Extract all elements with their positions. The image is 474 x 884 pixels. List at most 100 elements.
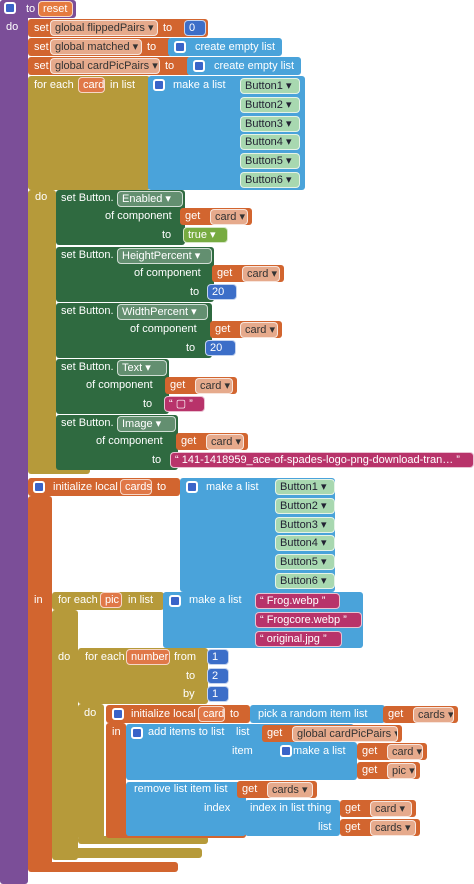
variable-dropdown: global matched ▾ — [50, 39, 142, 55]
value-block: 20 — [207, 284, 237, 300]
mutator-icon — [169, 595, 181, 607]
index-in-list-block — [245, 800, 340, 836]
variable-name: cards — [120, 479, 152, 495]
create-empty-list-block — [168, 38, 282, 56]
value-block: “ ▢ ” — [164, 396, 205, 412]
block-label: do — [84, 707, 97, 719]
get-block — [212, 265, 284, 282]
block-label: make a list — [173, 79, 226, 91]
property-dropdown: HeightPercent ▾ — [117, 248, 212, 264]
block-label: initialize local — [53, 481, 118, 493]
get-block — [262, 725, 402, 742]
block-label: get — [242, 783, 258, 795]
get-block — [357, 762, 420, 779]
get-block — [176, 433, 248, 450]
mutator-icon — [153, 79, 165, 91]
get-block — [237, 781, 317, 798]
block-label: create empty list — [195, 41, 276, 53]
block-label: to — [163, 22, 173, 34]
variable-dropdown: card ▾ — [240, 322, 278, 338]
mutator-icon — [4, 2, 16, 14]
block-label: of component — [134, 267, 201, 279]
block-label: in list — [128, 594, 154, 606]
local-variable-block — [28, 862, 178, 872]
block-label: to — [26, 3, 36, 15]
block-label: to — [190, 286, 200, 298]
property-dropdown: Text ▾ — [117, 360, 167, 376]
block-label: for each — [34, 79, 74, 91]
variable-dropdown: cards ▾ — [413, 707, 454, 723]
block-label: index — [204, 802, 231, 814]
block-label: to — [147, 41, 157, 53]
component-setter-block — [56, 190, 185, 245]
component-block: Button3 ▾ — [275, 516, 335, 533]
block-label: get — [345, 821, 361, 833]
block-label: by — [183, 688, 195, 700]
block-label: of component — [130, 323, 197, 335]
get-block — [357, 743, 427, 760]
block-label: to — [186, 342, 196, 354]
component-setter-block — [56, 359, 169, 414]
block-label: do — [35, 191, 48, 203]
block-label: set Button. — [61, 361, 114, 373]
local-variable-block — [106, 723, 126, 838]
set-block — [28, 57, 191, 75]
get-block — [210, 321, 282, 338]
component-block: Button1 ▾ — [275, 479, 335, 495]
block-label: to — [157, 481, 167, 493]
block-label: get — [185, 210, 201, 222]
component-block: Button2 ▾ — [240, 96, 300, 113]
block-label: in list — [110, 79, 136, 91]
variable-dropdown: global cardPicPairs ▾ — [292, 726, 398, 742]
block-label: create empty list — [214, 60, 295, 72]
variable-dropdown: card ▾ — [195, 378, 233, 394]
block-label: initialize local — [131, 708, 196, 720]
remove-list-item-block — [126, 782, 246, 836]
block-label: to — [162, 229, 172, 241]
set-block — [28, 38, 172, 56]
block-label: to — [230, 708, 240, 720]
for-each-block — [28, 76, 150, 190]
component-block: Button2 ▾ — [275, 497, 335, 514]
component-block: Button1 ▾ — [240, 78, 300, 94]
block-label: in — [34, 594, 43, 606]
variable-name: card — [78, 77, 105, 93]
value-block: “ 141-1418959_ace-of-spades-logo-png-dow… — [170, 452, 474, 468]
block-label: get — [267, 727, 283, 739]
block-label: get — [181, 435, 197, 447]
block-label: do — [58, 651, 71, 663]
variable-dropdown: global flippedPairs ▾ — [50, 20, 158, 36]
block-label: item — [232, 745, 253, 757]
block-label: make a list — [206, 481, 259, 493]
block-label: get — [345, 802, 361, 814]
mutator-icon — [112, 708, 124, 720]
block-label: in — [112, 726, 121, 738]
for-each-block — [28, 190, 56, 470]
block-label: set — [34, 22, 49, 34]
block-label: add items to list — [148, 726, 225, 738]
make-a-list-block — [148, 76, 305, 190]
block-label: do — [6, 21, 19, 33]
number-block: 1 — [207, 649, 229, 665]
create-empty-list-block — [187, 57, 301, 75]
block-label: set Button. — [61, 305, 114, 317]
block-label: from — [174, 651, 196, 663]
variable-dropdown: card ▾ — [387, 744, 423, 760]
block-label: set — [34, 41, 49, 53]
procedure-name: reset — [38, 1, 73, 17]
for-each-block — [52, 848, 202, 858]
component-block: Button3 ▾ — [240, 115, 300, 132]
block-label: get — [215, 323, 231, 335]
mutator-icon — [174, 41, 186, 53]
number-block: 1 — [207, 686, 229, 702]
block-label: get — [170, 379, 186, 391]
variable-dropdown: card ▾ — [242, 266, 280, 282]
variable-dropdown: global cardPicPairs ▾ — [50, 58, 160, 74]
procedure-block — [0, 0, 28, 884]
get-block — [165, 377, 237, 394]
value-block: true ▾ — [183, 227, 228, 243]
value-block: 20 — [205, 340, 236, 356]
for-range-block — [78, 704, 104, 840]
text-block: “ Frogcore.webp ” — [255, 612, 362, 628]
